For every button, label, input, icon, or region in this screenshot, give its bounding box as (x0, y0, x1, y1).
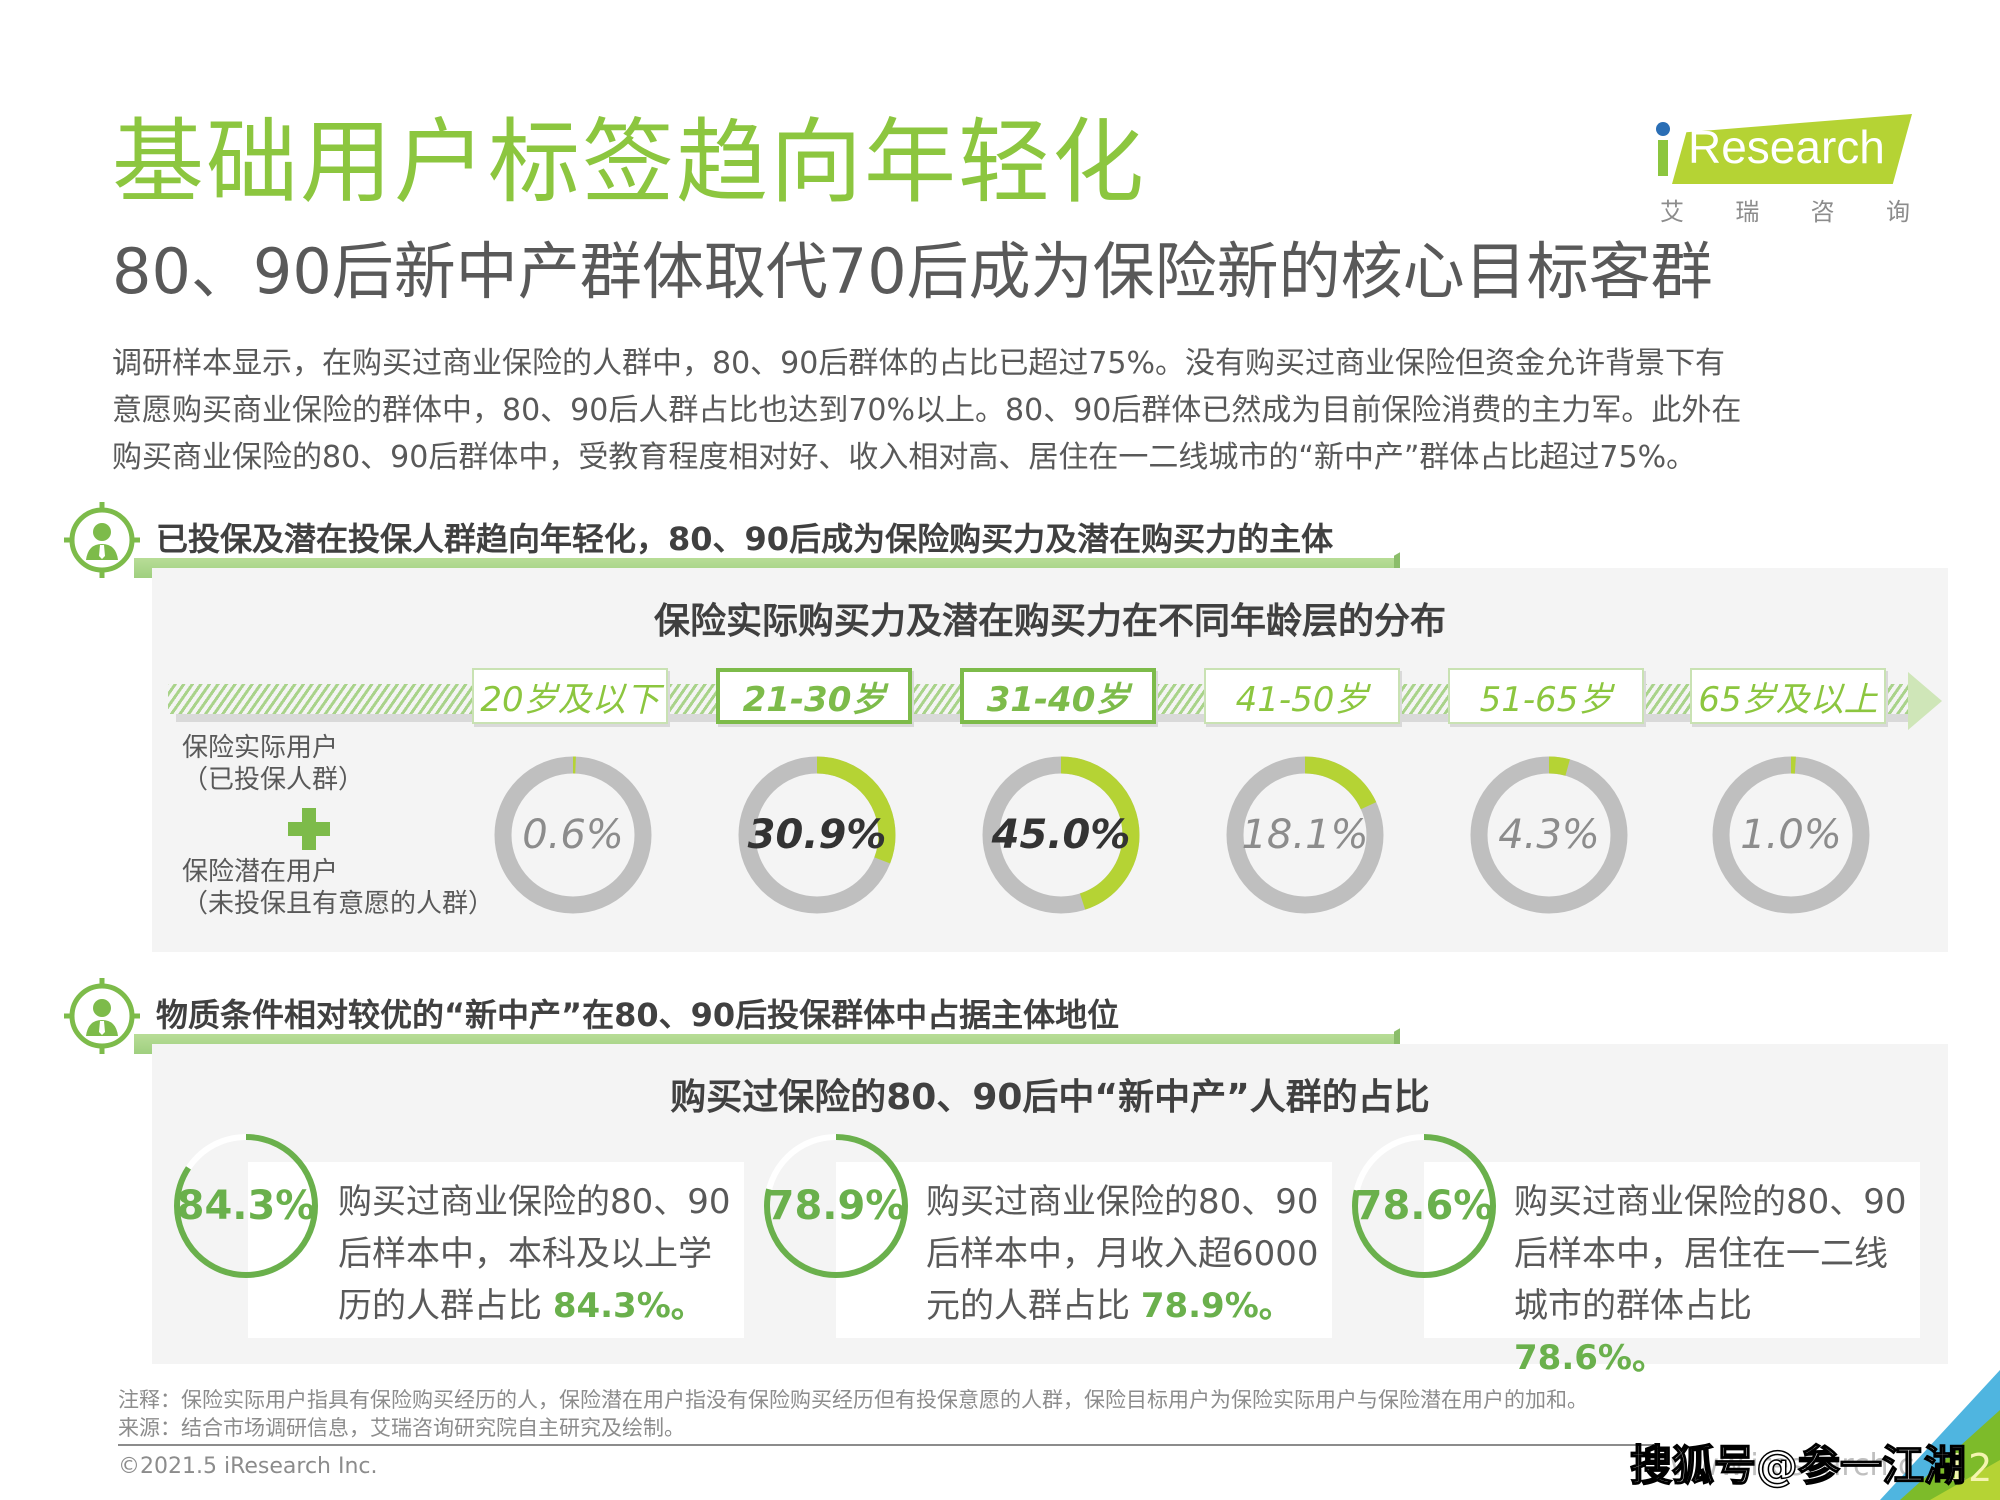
donut-value: 18.1% (1241, 812, 1369, 858)
stat-card-education: 购买过商业保险的80、90 后样本中，本科及以上学 历的人群占比 84.3%。 (248, 1162, 744, 1338)
copyright: ©2021.5 iResearch Inc. (118, 1454, 378, 1479)
donut-value: 45.0% (991, 812, 1131, 858)
plus-icon (288, 808, 330, 850)
footnote-source: 来源：结合市场调研信息，艾瑞咨询研究院自主研究及绘制。 (118, 1416, 685, 1440)
legend-potential-user: 保险潜在用户 (182, 857, 339, 887)
iresearch-logo: Research 艾 瑞 咨 询 (1650, 100, 1912, 230)
logo-chinese-name: 艾 瑞 咨 询 (1660, 192, 1910, 227)
stat-line-prefix: 元的人群占比 (926, 1286, 1141, 1326)
page-title: 基础用户标签趋向年轻化 (112, 109, 1147, 216)
logo-i-stem (1658, 140, 1668, 176)
stat-line: 后样本中，月收入超6000 (926, 1234, 1319, 1274)
footnotes: 注释：保险实际用户指具有保险购买经历的人，保险潜在用户指没有保险购买经历但有投保… (118, 1386, 1588, 1442)
stat-line: 购买过商业保险的80、90 (338, 1182, 731, 1222)
donut-31-40: 45.0% (976, 750, 1146, 920)
ring-value: 78.6% (1354, 1183, 1494, 1229)
donut-value: 4.3% (1498, 812, 1600, 858)
ring-city: 78.6% (1350, 1132, 1498, 1280)
logo-char: 瑞 (1735, 198, 1760, 226)
donut-ring (494, 756, 652, 914)
donut-65-over: 1.0% (1706, 750, 1876, 920)
user-type-legend: 保险实际用户 （已投保人群） 保险潜在用户 （未投保且有意愿的人群） (182, 732, 522, 920)
watermark: 搜狐号@参一江湖 (1629, 1440, 1967, 1491)
stat-description: 购买过商业保险的80、90 后样本中，本科及以上学 历的人群占比 84.3%。 (338, 1176, 738, 1332)
ring-svg (764, 1134, 908, 1278)
logo-text: Research (1688, 121, 1885, 173)
section1-heading: 已投保及潜在投保人群趋向年轻化，80、90后成为保险购买力及潜在购买力的主体 (156, 520, 1334, 558)
stat-card-city: 购买过商业保险的80、90 后样本中，居住在一二线 城市的群体占比 78.6%。 (1424, 1162, 1920, 1378)
legend-potential-user-note: （未投保且有意愿的人群） (182, 889, 495, 919)
legend-actual-user-note: （已投保人群） (182, 765, 365, 795)
ring-income: 78.9% (762, 1132, 910, 1280)
footer-divider (118, 1444, 1658, 1446)
ring-svg (174, 1134, 318, 1278)
age-label-31-40: 31-40岁 (960, 668, 1156, 724)
age-label-20-under: 20岁及以下 (472, 668, 668, 724)
age-label-51-65: 51-65岁 (1448, 668, 1644, 724)
stat-line: 城市的群体占比 78.6%。 (1514, 1280, 1914, 1384)
intro-paragraph: 调研样本显示，在购买过商业保险的人群中，80、90后群体的占比已超过75%。没有… (112, 340, 1912, 481)
stat-card-income: 购买过商业保险的80、90 后样本中，月收入超6000 元的人群占比 78.9%… (836, 1162, 1332, 1338)
donut-51-65: 4.3% (1464, 750, 1634, 920)
donut-ring (1712, 756, 1870, 914)
donut-20-under: 0.6% (488, 750, 658, 920)
stat-line: 后样本中，本科及以上学 (338, 1234, 712, 1274)
timeline-arrow-icon (1908, 672, 1942, 730)
logo-char: 艾 (1660, 198, 1684, 226)
stat-line: 购买过商业保险的80、90 (926, 1182, 1319, 1222)
stat-highlight-value: 78.9%。 (1140, 1286, 1293, 1326)
legend-actual-user: 保险实际用户 (182, 733, 339, 763)
page-subtitle: 80、90后新中产群体取代70后成为保险新的核心目标客群 (112, 235, 1713, 308)
donut-value: 0.6% (522, 812, 624, 858)
corner-decoration (1880, 1370, 2000, 1500)
ring-svg (1352, 1134, 1496, 1278)
donut-ring (1470, 756, 1628, 914)
age-timeline: 20岁及以下 21-30岁 31-40岁 41-50岁 51-65岁 65岁及以… (168, 668, 1948, 734)
stat-line-prefix: 城市的群体占比 (1514, 1286, 1752, 1326)
target-person-icon (64, 978, 140, 1054)
donut-ring (738, 756, 896, 914)
logo-char: 咨 (1810, 198, 1835, 226)
logo-char: 询 (1885, 198, 1910, 226)
age-distribution-panel: 保险实际购买力及潜在购买力在不同年龄层的分布 20岁及以下 21-30岁 31-… (152, 568, 1948, 952)
stat-highlight-value: 78.6%。 (1514, 1338, 1666, 1378)
intro-line: 购买商业保险的80、90后群体中，受教育程度相对好、收入相对高、居住在一二线城市… (112, 440, 1697, 475)
donut-value: 30.9% (747, 812, 887, 858)
ring-value: 78.9% (766, 1183, 906, 1229)
stat-line-prefix: 历的人群占比 (338, 1286, 553, 1326)
stat-description: 购买过商业保险的80、90 后样本中，居住在一二线 城市的群体占比 78.6%。 (1514, 1176, 1914, 1384)
intro-line: 调研样本显示，在购买过商业保险的人群中，80、90后群体的占比已超过75%。没有… (112, 346, 1726, 381)
donut-21-30: 30.9% (732, 750, 902, 920)
intro-line: 意愿购买商业保险的群体中，80、90后人群占比也达到70%以上。80、90后群体… (112, 393, 1742, 428)
page-number: 12 (1944, 1446, 1993, 1490)
target-person-icon (64, 502, 140, 578)
stat-line: 购买过商业保险的80、90 (1514, 1182, 1907, 1222)
donut-41-50: 18.1% (1220, 750, 1390, 920)
donut-ring (982, 756, 1140, 914)
stat-line: 后样本中，居住在一二线 (1514, 1234, 1888, 1274)
new-middle-class-panel: 购买过保险的80、90后中“新中产”人群的占比 购买过商业保险的80、90 后样… (152, 1044, 1948, 1378)
donut-ring (1226, 756, 1384, 914)
age-label-65-over: 65岁及以上 (1690, 668, 1886, 724)
stat-line: 元的人群占比 78.9%。 (926, 1280, 1326, 1332)
age-label-21-30: 21-30岁 (716, 668, 912, 724)
stat-line: 历的人群占比 84.3%。 (338, 1280, 738, 1332)
ring-value: 84.3% (176, 1183, 316, 1229)
logo-dot-icon (1656, 122, 1670, 136)
age-label-41-50: 41-50岁 (1204, 668, 1400, 724)
footnote-note: 注释：保险实际用户指具有保险购买经历的人，保险潜在用户指没有保险购买经历但有投保… (118, 1388, 1588, 1412)
stat-highlight-value: 84.3%。 (552, 1286, 705, 1326)
stat-description: 购买过商业保险的80、90 后样本中，月收入超6000 元的人群占比 78.9%… (926, 1176, 1326, 1332)
section2-heading: 物质条件相对较优的“新中产”在80、90后投保群体中占据主体地位 (156, 996, 1120, 1034)
ring-education: 84.3% (172, 1132, 320, 1280)
donut-value: 1.0% (1740, 812, 1842, 858)
chart2-title: 购买过保险的80、90后中“新中产”人群的占比 (670, 1077, 1430, 1118)
chart1-title: 保险实际购买力及潜在购买力在不同年龄层的分布 (653, 601, 1446, 642)
